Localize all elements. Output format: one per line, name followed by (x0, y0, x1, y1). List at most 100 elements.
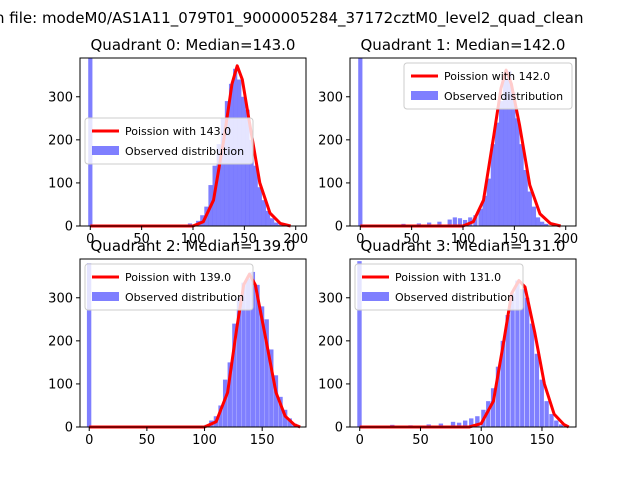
hist-bar-q1-17 (503, 79, 508, 227)
hist-bar-q3-24 (549, 414, 554, 427)
hist-bar-q2-11 (250, 271, 256, 427)
hist-bar-q0-19 (265, 210, 271, 226)
hist-bar-q1-13 (486, 178, 491, 226)
hist-bar-q3-16 (510, 293, 515, 427)
y-tick-label-q2-0: 0 (65, 421, 73, 436)
hist-bar-q2-14 (264, 319, 269, 427)
hist-bar-q0-14 (245, 109, 250, 226)
subplot-title-q1: Quadrant 1: Median=142.0 (361, 36, 566, 54)
hist-bar-q1-15 (494, 122, 500, 226)
x-tick-label-q1-0: 0 (356, 232, 364, 247)
y-tick-label-q3-2: 200 (318, 334, 343, 349)
hist-bar-q3-14 (500, 340, 506, 427)
legend-q0: Poission with 143.0 Observed distribution (84, 117, 254, 165)
hist-bar-q0-17 (257, 187, 262, 226)
subplot-title-q3: Quadrant 3: Median=131.0 (361, 237, 566, 255)
x-tick-label-q3-1: 50 (412, 433, 429, 448)
x-tick-label-q0-3: 150 (232, 232, 257, 247)
hist-bar-q3-7 (463, 420, 468, 427)
hist-bar-q2-13 (259, 306, 265, 427)
hist-bar-q2-4 (218, 405, 223, 427)
hist-bar-q3-25 (554, 420, 559, 427)
hist-bar-q0-21 (274, 222, 279, 226)
x-tick-label-q0-4: 200 (283, 232, 308, 247)
hist-bar-q3-5 (450, 421, 456, 427)
hist-bar-q0-15 (249, 139, 254, 226)
hist-bar-q3-20 (529, 323, 535, 427)
y-tick-label-q1-0: 0 (335, 220, 343, 235)
fit-line-q0 (90, 64, 291, 228)
x-tick-label-q1-4: 200 (553, 232, 578, 247)
y-tick-label-q0-2: 200 (48, 133, 73, 148)
hist-bar-q3-18 (520, 289, 525, 427)
legend-hist-swatch-q3 (362, 292, 389, 301)
hist-bar-q1-22 (523, 170, 528, 226)
legend-label-hist-q2: Observed distribution (125, 291, 244, 304)
hist-bar-q2-6 (227, 362, 232, 427)
hist-bar-q1-18 (507, 70, 512, 226)
x-tick-label-q0-2: 100 (181, 232, 206, 247)
hist-bar-q1-5 (447, 219, 452, 226)
hist-bar-q1-0 (358, 58, 363, 226)
figure-suptitle: n file: modeM0/AS1A11_079T01_9000005284_… (0, 9, 584, 27)
figure-title-container: n file: modeM0/AS1A11_079T01_9000005284_… (0, 0, 640, 30)
legend-box-q1 (403, 62, 573, 110)
legend-label-fit-q2: Poission with 139.0 (125, 271, 231, 284)
hist-bar-q1-12 (482, 195, 487, 226)
hist-bar-q3-19 (524, 297, 530, 427)
legend-q2: Poission with 139.0 Observed distribution (84, 263, 254, 311)
y-tick-label-q0-1: 100 (48, 176, 73, 191)
hist-bar-q1-27 (544, 223, 549, 226)
hist-bar-q3-9 (475, 416, 480, 427)
y-tick-label-q1-1: 100 (318, 176, 343, 191)
subplot-title-q0: Quadrant 0: Median=143.0 (91, 36, 296, 54)
x-tick-label-q1-1: 50 (403, 232, 420, 247)
x-tick-label-q0-1: 50 (133, 232, 150, 247)
y-tick-label-q2-3: 300 (48, 291, 73, 306)
y-tick-label-q3-3: 300 (318, 291, 343, 306)
hist-bar-q2-16 (273, 375, 279, 427)
legend-box-q0 (84, 117, 254, 165)
legend-label-fit-q0: Poission with 143.0 (125, 125, 231, 138)
x-tick-label-q1-3: 150 (502, 232, 527, 247)
hist-bar-q3-21 (534, 353, 540, 427)
x-tick-label-q3-2: 100 (469, 433, 494, 448)
subplot-quadrant-0: 0 50 100 150 200 0 100 200 300 Quadrant 0: Median… (48, 36, 308, 247)
legend-box-q2 (84, 263, 254, 311)
hist-bar-q0-7 (216, 144, 221, 226)
hist-bar-q3-4 (438, 423, 444, 427)
hist-bar-q1-11 (478, 208, 483, 226)
hist-bar-q1-4 (437, 221, 442, 226)
hist-bar-q1-23 (527, 191, 532, 226)
y-tick-label-q0-3: 300 (48, 90, 73, 105)
hist-bar-q2-0 (86, 263, 92, 427)
hist-bar-q3-11 (486, 401, 491, 427)
subplot-quadrant-3: 0 50 100 150 0 100 200 300 Quadrant 3: Median=13… (318, 237, 577, 448)
hist-bar-q2-12 (255, 284, 260, 427)
hist-bar-q3-6 (456, 422, 462, 427)
legend-label-fit-q1: Poission with 142.0 (444, 70, 550, 83)
legend-q1: Poission with 142.0 Observed distribution (403, 62, 573, 110)
hist-bar-q2-18 (282, 409, 288, 427)
hist-bar-q2-19 (287, 418, 292, 427)
x-tick-label-q3-3: 150 (530, 433, 555, 448)
hist-bar-q3-13 (495, 366, 501, 427)
subplot-quadrant-2: 0 50 100 150 0 100 200 300 Quadrant 2: Median=13… (48, 237, 307, 448)
hist-bar-q1-19 (511, 92, 516, 226)
hist-bar-q2-10 (246, 278, 251, 427)
hist-bar-q3-0 (357, 261, 362, 427)
x-tick-label-q3-0: 0 (356, 433, 364, 448)
hist-bar-q3-12 (490, 388, 496, 427)
hist-bar-q1-3 (427, 222, 432, 226)
hist-bar-q1-6 (452, 217, 457, 226)
subplot-title-q2: Quadrant 2: Median=139.0 (91, 237, 296, 255)
axes-frame-q3 (349, 258, 577, 428)
hist-bar-q1-21 (519, 144, 524, 226)
y-tick-label-q3-0: 0 (335, 421, 343, 436)
hist-bar-q2-9 (241, 282, 246, 427)
y-tick-label-q1-2: 200 (318, 133, 343, 148)
subplot-quadrant-1: 0 50 100 150 200 0 100 200 300 Quadrant 1: Median… (318, 36, 578, 247)
legend-label-fit-q3: Poission with 131.0 (395, 271, 501, 284)
legend-box-q3 (354, 263, 524, 311)
hist-bar-q1-20 (515, 118, 520, 226)
